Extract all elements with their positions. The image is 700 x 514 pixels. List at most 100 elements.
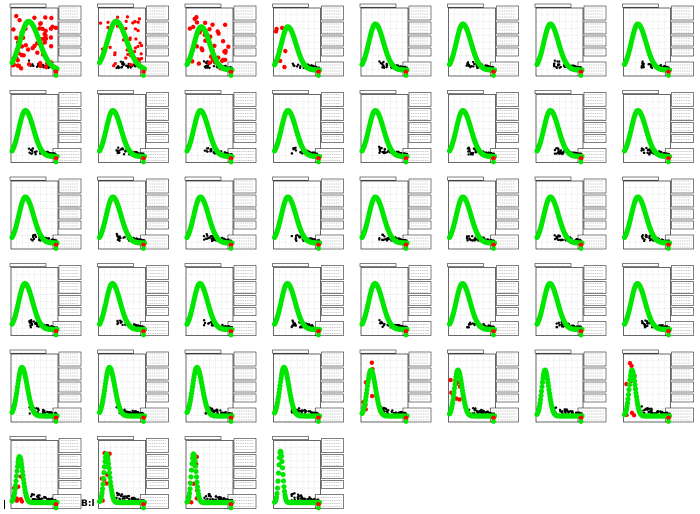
initial-point xyxy=(134,37,138,41)
legend-box xyxy=(233,307,257,316)
initial-point xyxy=(139,52,143,56)
panel-title-box xyxy=(272,263,309,267)
legend-box xyxy=(321,21,344,35)
end-marker-green xyxy=(316,159,321,165)
legend-box xyxy=(321,220,344,230)
data-point xyxy=(294,234,298,237)
data-point xyxy=(120,66,123,69)
legend-box xyxy=(496,5,519,21)
end-marker-green xyxy=(141,73,146,78)
data-point xyxy=(380,146,383,150)
data-point xyxy=(207,321,211,325)
data-point xyxy=(202,323,206,327)
legend-box xyxy=(146,134,169,143)
data-point xyxy=(382,60,385,64)
end-marker-green xyxy=(316,73,321,78)
end-marker-red xyxy=(403,69,409,75)
data-point xyxy=(30,323,34,327)
panel-title-box xyxy=(534,3,572,8)
panel xyxy=(271,90,344,165)
initial-point xyxy=(223,57,228,63)
data-point xyxy=(210,237,213,241)
legend-box xyxy=(233,5,257,21)
legend-box xyxy=(671,134,694,143)
initial-point xyxy=(17,18,22,23)
data-point xyxy=(121,148,125,151)
end-marker-red xyxy=(141,69,146,75)
initial-point xyxy=(220,39,226,44)
data-point xyxy=(381,233,384,236)
legend-box xyxy=(408,220,432,230)
data-point xyxy=(641,60,644,63)
initial-point xyxy=(133,46,138,50)
end-marker-green xyxy=(141,332,146,338)
initial-point xyxy=(191,24,196,30)
data-point xyxy=(28,151,31,154)
panel-title-box xyxy=(272,90,309,94)
legend-box xyxy=(408,21,432,35)
panel xyxy=(621,176,694,251)
initial-point xyxy=(130,63,134,67)
initial-point xyxy=(133,27,138,31)
data-point xyxy=(31,239,34,242)
panel xyxy=(534,90,607,165)
legend-box xyxy=(58,220,82,230)
initial-point xyxy=(112,64,116,68)
data-point xyxy=(116,321,120,325)
panel xyxy=(184,90,257,165)
initial-point xyxy=(15,63,20,68)
legend-box xyxy=(58,21,82,35)
data-point xyxy=(119,60,122,63)
initial-point xyxy=(216,31,221,36)
panel xyxy=(271,263,344,338)
data-point xyxy=(648,153,651,156)
data-point xyxy=(381,151,384,154)
legend-box xyxy=(671,220,694,230)
initial-point xyxy=(283,48,288,54)
data-point xyxy=(290,152,294,155)
legend-box xyxy=(496,21,519,35)
data-point xyxy=(294,324,298,327)
panel-title-box xyxy=(184,263,222,267)
panel-title-box xyxy=(622,90,659,94)
end-marker-green xyxy=(141,246,146,251)
data-point xyxy=(473,62,476,66)
end-marker-green xyxy=(403,159,409,165)
initial-point xyxy=(192,16,197,22)
data-point xyxy=(202,60,206,63)
panel-title-box xyxy=(447,176,484,181)
data-point xyxy=(295,239,298,242)
panel xyxy=(184,3,257,78)
initial-point xyxy=(207,60,212,65)
data-point xyxy=(116,319,119,323)
initial-point xyxy=(43,64,49,70)
panel xyxy=(359,3,432,78)
end-marker-green xyxy=(666,159,671,165)
legend-box xyxy=(408,5,432,21)
end-marker-green xyxy=(578,73,584,78)
legend-box xyxy=(233,220,257,230)
data-point xyxy=(465,236,469,239)
data-point xyxy=(221,323,224,327)
initial-point xyxy=(42,40,48,45)
data-point xyxy=(553,59,557,62)
initial-point xyxy=(200,48,205,53)
data-point xyxy=(121,61,125,64)
panel-title-box xyxy=(97,3,134,8)
data-point xyxy=(553,237,557,241)
data-point xyxy=(466,147,470,150)
data-point xyxy=(555,66,559,70)
data-point xyxy=(642,66,645,69)
data-point xyxy=(467,153,470,156)
panel-title-box xyxy=(622,176,659,181)
initial-point xyxy=(37,60,43,66)
panel-title-box xyxy=(9,176,47,181)
data-point xyxy=(558,152,562,155)
panel xyxy=(534,3,607,78)
end-marker-red xyxy=(491,69,496,75)
data-point xyxy=(377,145,381,149)
legend-box xyxy=(671,5,694,21)
data-point xyxy=(647,63,650,66)
data-point xyxy=(295,65,299,68)
